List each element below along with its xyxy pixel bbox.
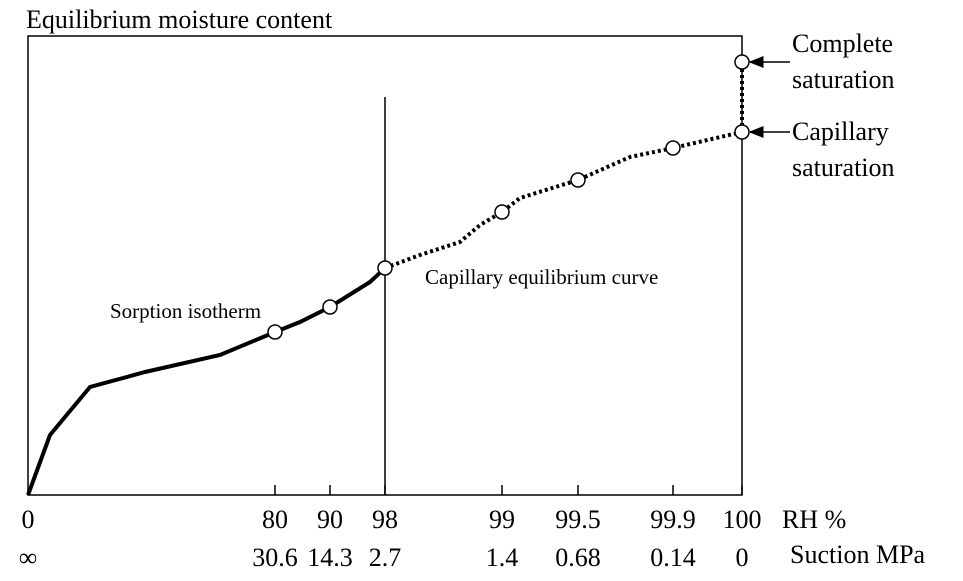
suction-unit: Suction MPa [790,540,926,569]
capillary-curve-label: Capillary equilibrium curve [425,265,658,289]
rh-tick-label: 100 [723,505,762,534]
point [570,172,586,188]
points [267,54,750,340]
annotation: saturation [792,65,895,94]
annotation: Capillary [792,117,889,146]
suction-tick-label: 0 [736,543,749,572]
rh-tick-label: 99.9 [650,505,696,534]
point [494,204,510,220]
rh-tick-label: 90 [317,505,343,534]
suction-tick-label: 0.14 [650,543,696,572]
point [665,140,681,156]
point [734,54,750,70]
sorption-curve [26,266,387,496]
suction-tick-label: 2.7 [369,543,402,572]
point [322,299,338,315]
rh-unit: RH % [782,505,846,534]
rh-tick-label: 0 [22,505,35,534]
annotation: saturation [792,153,895,182]
suction-tick-label: 30.6 [252,543,298,572]
point [734,124,750,140]
title: Equilibrium moisture content [26,5,333,34]
rh-tick-label: 98 [372,505,398,534]
rh-tick-label: 80 [262,505,288,534]
annotation: Complete [792,29,893,58]
sorption-label: Sorption isotherm [110,299,261,323]
rh-tick-label: 99 [489,505,515,534]
suction-tick-label: 1.4 [486,543,519,572]
point [267,324,283,340]
suction-tick-label: 0.68 [555,543,601,572]
point [377,260,393,276]
capillary-curve [384,130,743,270]
rh-tick-label: 99.5 [555,505,601,534]
suction-tick-label: ∞ [19,543,38,572]
suction-tick-label: 14.3 [307,543,353,572]
